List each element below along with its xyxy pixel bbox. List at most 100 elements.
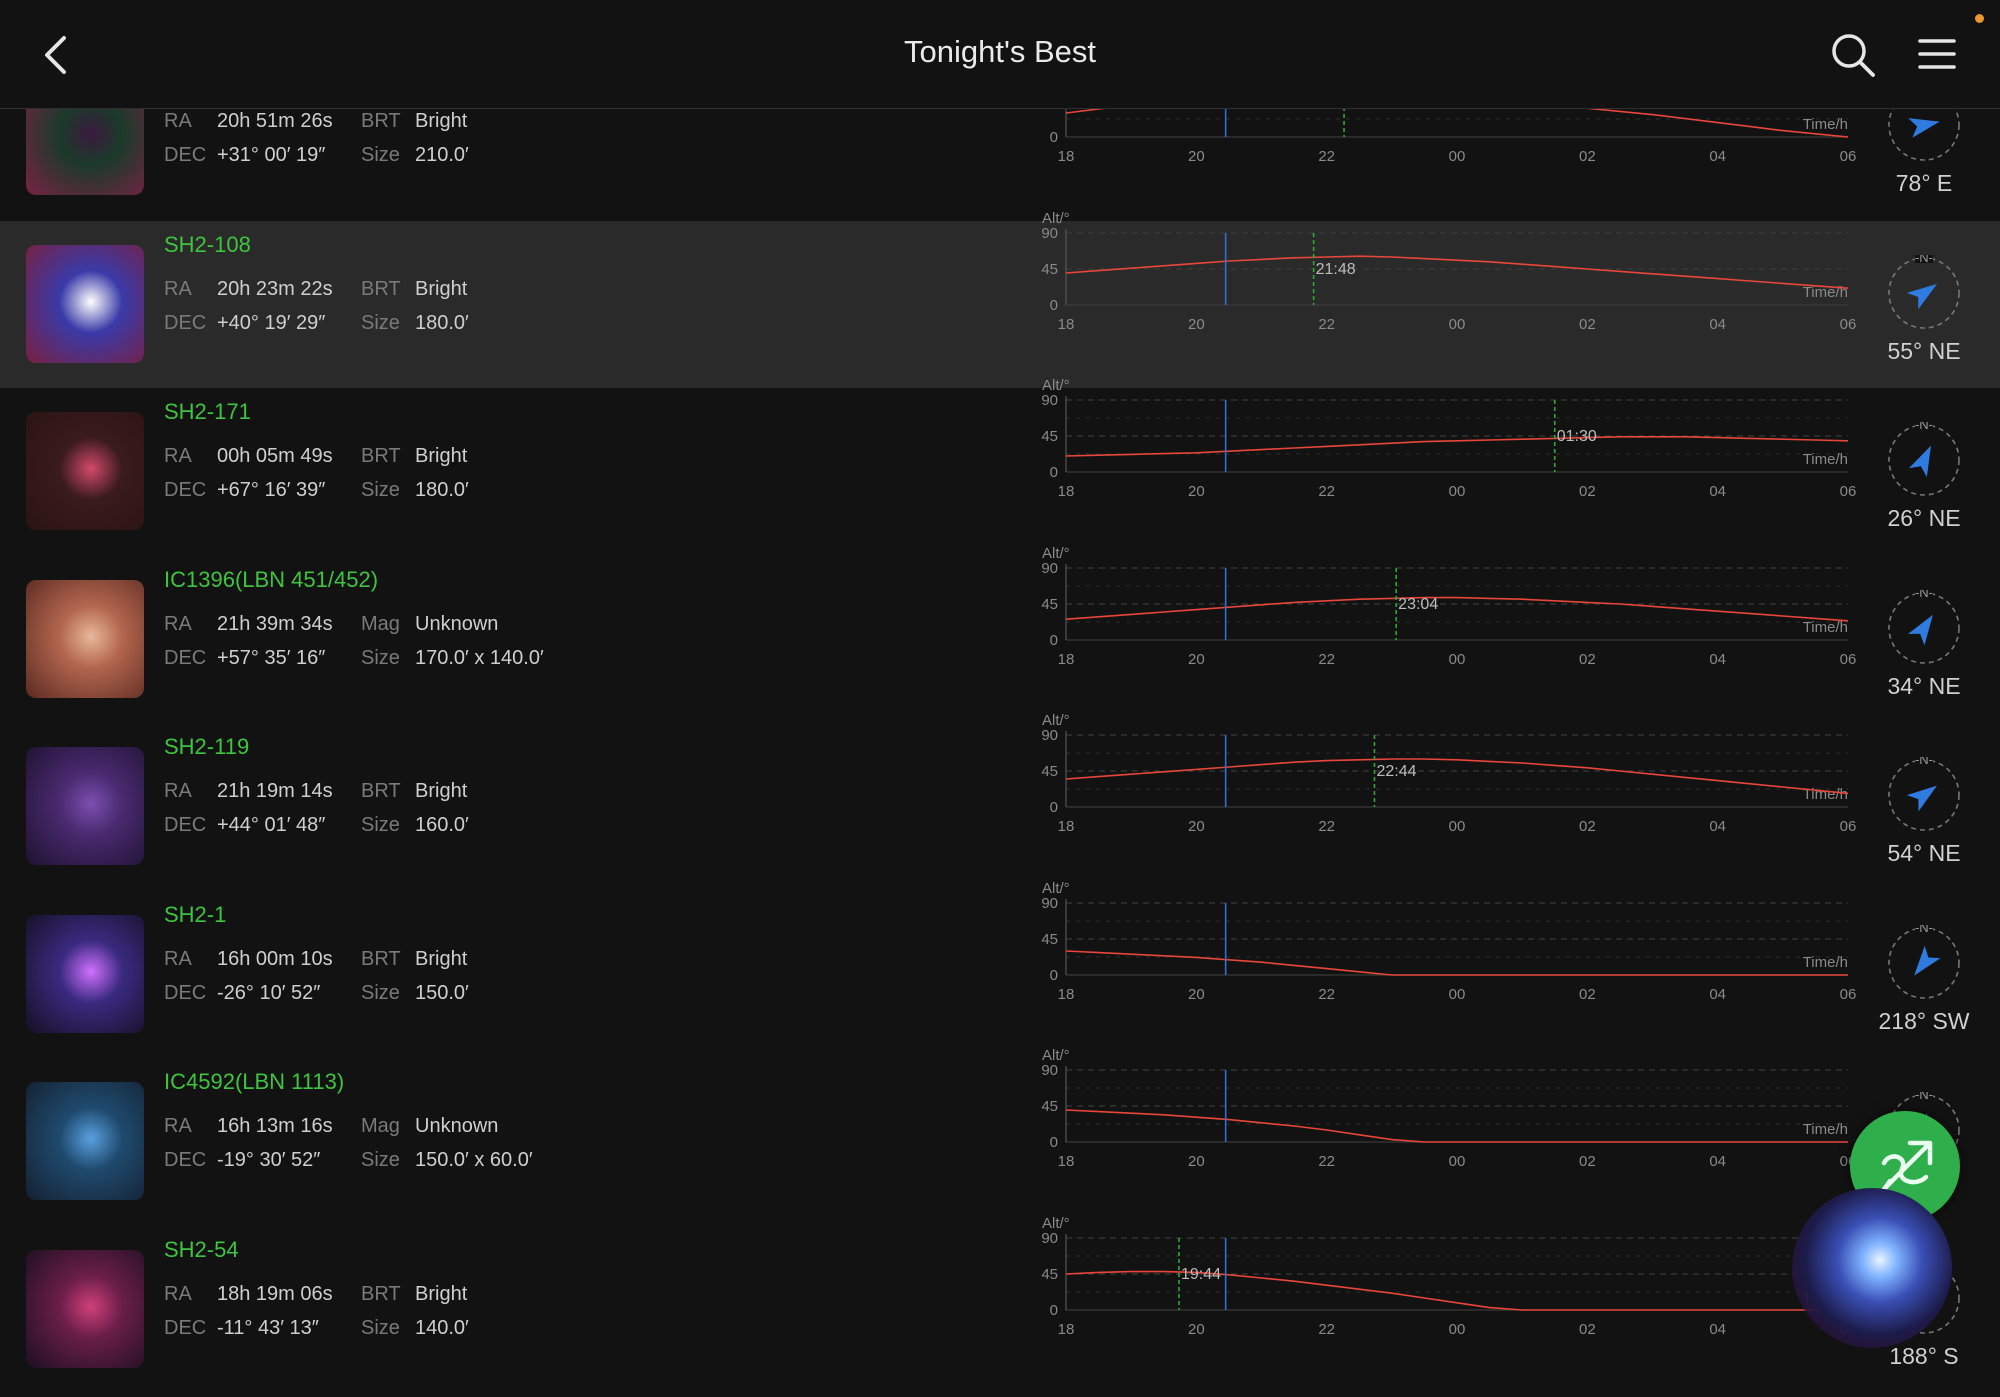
x-tick-label: 20 (1188, 818, 1205, 835)
ra-value: 00h 05m 49s (217, 445, 333, 467)
x-tick-label: 22 (1318, 1321, 1335, 1338)
list-item[interactable]: SH2-171 RA 00h 05m 49s BRT Bright DEC +67° 16′… (0, 377, 2000, 555)
altitude-curve (1065, 758, 1849, 795)
x-tick-label: 06 (1840, 651, 1857, 668)
dec-label: DEC (164, 144, 207, 166)
brightness-value: Unknown (415, 1115, 499, 1137)
list-item[interactable]: IC1396(LBN 451/452) RA 21h 39m 34s Mag Unkno… (0, 545, 2000, 723)
list-item[interactable]: IC4592(LBN 1113) RA 16h 13m 16s Mag Unknown D… (0, 1047, 2000, 1225)
altitude-curve (1065, 1270, 1848, 1311)
svg-text:-N-: -N- (1915, 422, 1933, 432)
ra-label: RA (164, 948, 192, 970)
dec-value: +57° 35′ 16″ (217, 647, 326, 669)
x-axis-title: Time/h (1803, 619, 1848, 636)
list-item[interactable]: SH2-1 RA 16h 00m 10s BRT Bright DEC -26° 10′ 5… (0, 880, 2000, 1058)
altitude-chart: Alt/°90 45 018 20 22 00 02 04 06 Time/h 23:04 (1041, 545, 1857, 668)
x-axis-title: Time/h (1803, 954, 1848, 971)
y-tick-label: 0 (1050, 129, 1058, 146)
brightness-label: BRT (361, 1283, 401, 1305)
list-item[interactable]: SH2-119 RA 21h 19m 14s BRT Bright DEC +44° 01′… (0, 712, 2000, 890)
y-tick-label: 90 (1041, 1230, 1058, 1247)
y-axis-title: Alt/° (1042, 210, 1070, 227)
size-label: Size (361, 1317, 400, 1339)
object-thumbnail (26, 915, 144, 1033)
x-tick-label: 06 (1840, 818, 1857, 835)
dec-label: DEC (164, 982, 207, 1004)
notification-dot (1975, 14, 1984, 23)
back-arrow-icon[interactable] (34, 30, 78, 80)
size-value: 180.0′ (415, 479, 469, 501)
ra-label: RA (164, 1283, 192, 1305)
object-thumbnail (26, 245, 144, 363)
list-item[interactable]: SH2-54 RA 18h 19m 06s BRT Bright DEC -11° 43′ … (0, 1215, 2000, 1393)
azimuth-label: 55° NE (1887, 338, 1961, 364)
x-tick-label: 06 (1840, 986, 1857, 1003)
object-name[interactable]: SH2-1 (164, 902, 227, 927)
size-label: Size (361, 1149, 400, 1171)
transit-time-label: 21:48 (1316, 261, 1356, 278)
object-name[interactable]: SH2-108 (164, 232, 251, 257)
x-tick-label: 04 (1709, 651, 1726, 668)
size-value: 150.0′ (415, 982, 469, 1004)
brightness-value: Unknown (415, 613, 499, 635)
altitude-curve (1065, 596, 1849, 622)
size-value: 170.0′ x 140.0′ (415, 647, 544, 669)
object-list[interactable]: RA 20h 51m 26s BRT Bright DEC +31° 00′ 19″ Siz… (0, 109, 2000, 1397)
brightness-label: Mag (361, 1115, 400, 1137)
altitude-curve (1065, 950, 1848, 976)
y-axis-title: Alt/° (1042, 377, 1070, 394)
svg-text:-N-: -N- (1915, 757, 1933, 767)
dec-value: +31° 00′ 19″ (217, 144, 326, 166)
object-thumbnail (26, 747, 144, 865)
x-axis-title: Time/h (1803, 1121, 1848, 1138)
x-tick-label: 00 (1449, 986, 1466, 1003)
x-tick-label: 00 (1449, 651, 1466, 668)
x-tick-label: 22 (1318, 1153, 1335, 1170)
object-name[interactable]: SH2-119 (164, 734, 250, 759)
x-tick-label: 18 (1058, 651, 1075, 668)
list-item[interactable]: SH2-108 RA 20h 23m 22s BRT Bright DEC +40° 19′… (0, 210, 2000, 388)
ra-value: 16h 00m 10s (217, 948, 333, 970)
ra-value: 18h 19m 06s (217, 1283, 333, 1305)
brightness-value: Bright (415, 278, 468, 300)
y-tick-label: 0 (1050, 967, 1058, 984)
x-tick-label: 02 (1579, 818, 1596, 835)
y-tick-label: 45 (1041, 428, 1058, 445)
x-tick-label: 00 (1449, 1153, 1466, 1170)
x-tick-label: 18 (1058, 148, 1075, 165)
transit-time-label: 22:44 (1376, 763, 1416, 780)
object-name[interactable]: IC4592(LBN 1113) (164, 1069, 345, 1094)
compass-direction-icon: -N- (1888, 422, 1960, 496)
search-icon[interactable] (1830, 32, 1876, 78)
x-tick-label: 02 (1579, 1153, 1596, 1170)
x-tick-label: 04 (1709, 818, 1726, 835)
object-name[interactable]: SH2-171 (164, 399, 251, 424)
brightness-value: Bright (415, 445, 468, 467)
altitude-chart: Alt/°90 45 018 20 22 00 02 04 06 Time/h 21:48 (1041, 210, 1856, 333)
size-label: Size (361, 814, 400, 836)
x-tick-label: 20 (1188, 483, 1205, 500)
ra-label: RA (164, 445, 192, 467)
x-tick-label: 06 (1840, 148, 1857, 165)
x-tick-label: 20 (1188, 651, 1205, 668)
ra-label: RA (164, 110, 192, 132)
object-name[interactable]: IC1396(LBN 451/452) (164, 567, 379, 592)
ra-value: 21h 19m 14s (217, 780, 333, 802)
dec-label: DEC (164, 1149, 207, 1171)
altitude-curve (1065, 109, 1849, 138)
list-item[interactable]: RA 20h 51m 26s BRT Bright DEC +31° 00′ 19″ Siz… (0, 109, 2000, 220)
menu-icon[interactable] (1917, 36, 1957, 72)
object-name[interactable]: SH2-54 (164, 1237, 239, 1262)
compass-direction-icon: -N- (1888, 255, 1960, 329)
brightness-label: BRT (361, 110, 401, 132)
x-tick-label: 04 (1709, 1153, 1726, 1170)
x-axis-title: Time/h (1803, 786, 1848, 803)
x-tick-label: 00 (1449, 1321, 1466, 1338)
x-tick-label: 00 (1449, 818, 1466, 835)
ra-label: RA (164, 780, 192, 802)
y-tick-label: 90 (1041, 560, 1058, 577)
size-value: 210.0′ (415, 144, 469, 166)
x-tick-label: 18 (1058, 1321, 1075, 1338)
transit-time-label: 23:04 (1398, 596, 1438, 613)
